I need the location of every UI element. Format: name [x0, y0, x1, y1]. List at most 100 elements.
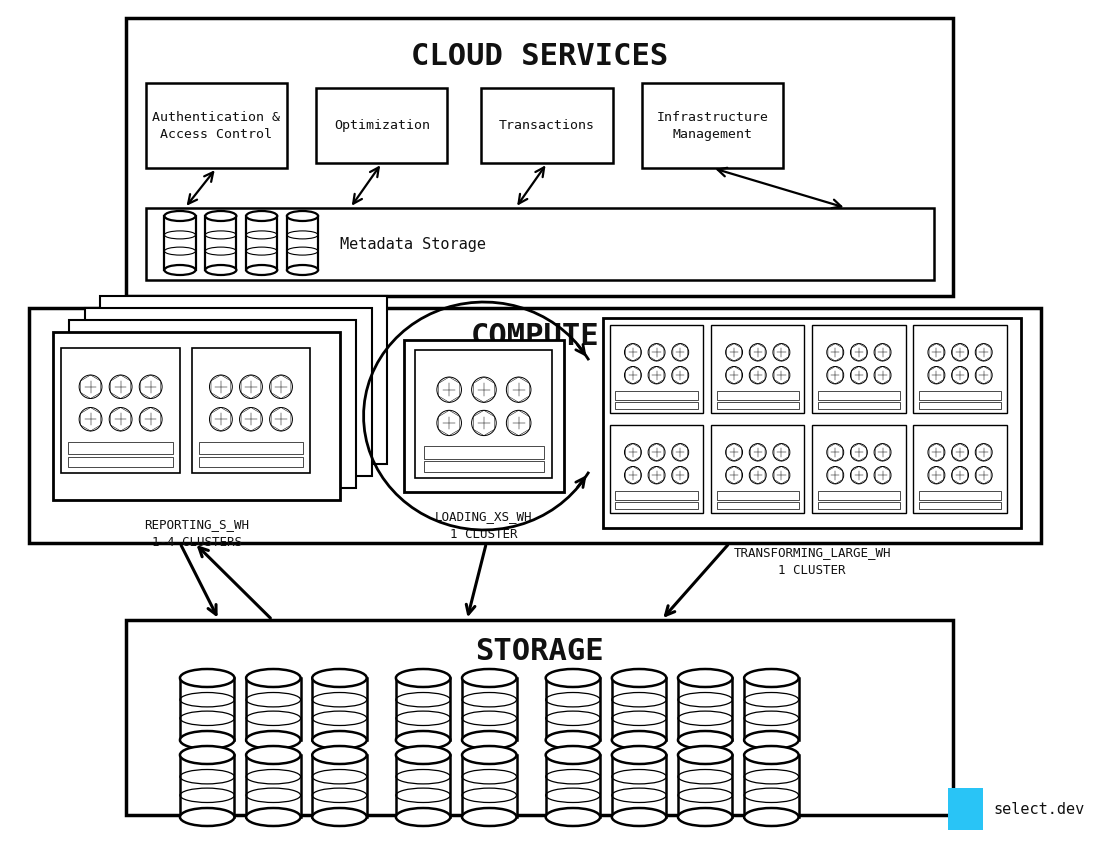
Circle shape: [506, 410, 531, 436]
Circle shape: [109, 408, 132, 431]
Circle shape: [773, 367, 790, 383]
Circle shape: [726, 467, 742, 484]
Circle shape: [827, 443, 844, 461]
Circle shape: [976, 344, 992, 361]
FancyBboxPatch shape: [316, 88, 448, 163]
FancyBboxPatch shape: [817, 491, 900, 500]
Polygon shape: [546, 755, 601, 817]
Ellipse shape: [612, 808, 667, 826]
Ellipse shape: [462, 731, 517, 749]
Polygon shape: [180, 678, 234, 740]
Circle shape: [672, 443, 689, 461]
FancyBboxPatch shape: [424, 462, 544, 472]
Ellipse shape: [246, 808, 300, 826]
Circle shape: [240, 375, 263, 399]
FancyBboxPatch shape: [199, 457, 304, 467]
Polygon shape: [246, 678, 300, 740]
FancyBboxPatch shape: [146, 208, 934, 280]
Circle shape: [928, 367, 945, 383]
FancyBboxPatch shape: [30, 308, 1041, 543]
Polygon shape: [744, 678, 799, 740]
FancyBboxPatch shape: [716, 501, 799, 509]
Polygon shape: [678, 678, 733, 740]
FancyBboxPatch shape: [609, 425, 703, 513]
Polygon shape: [246, 755, 300, 817]
Circle shape: [874, 443, 891, 461]
Ellipse shape: [246, 731, 300, 749]
Circle shape: [726, 443, 742, 461]
Circle shape: [270, 408, 293, 431]
Ellipse shape: [744, 669, 799, 687]
Text: Authentication &
Access Control: Authentication & Access Control: [153, 110, 280, 140]
Polygon shape: [287, 216, 318, 270]
Polygon shape: [462, 678, 517, 740]
FancyBboxPatch shape: [812, 325, 905, 413]
FancyBboxPatch shape: [54, 332, 340, 500]
Circle shape: [437, 410, 462, 436]
Circle shape: [952, 344, 968, 361]
FancyBboxPatch shape: [913, 425, 1007, 513]
Circle shape: [952, 467, 968, 484]
Text: LOADING_XS_WH
1 CLUSTER: LOADING_XS_WH 1 CLUSTER: [436, 510, 532, 541]
Text: Metadata Storage: Metadata Storage: [340, 236, 486, 251]
Polygon shape: [164, 216, 196, 270]
FancyBboxPatch shape: [711, 425, 804, 513]
FancyBboxPatch shape: [812, 425, 905, 513]
Polygon shape: [612, 755, 667, 817]
Ellipse shape: [396, 731, 450, 749]
Circle shape: [270, 375, 293, 399]
FancyBboxPatch shape: [100, 296, 387, 464]
Ellipse shape: [678, 669, 733, 687]
FancyBboxPatch shape: [404, 340, 564, 492]
Text: REPORTING_S_WH
1-4 CLUSTERS: REPORTING_S_WH 1-4 CLUSTERS: [144, 518, 250, 549]
Circle shape: [79, 408, 102, 431]
FancyBboxPatch shape: [69, 320, 356, 488]
Ellipse shape: [180, 731, 234, 749]
Ellipse shape: [206, 211, 236, 221]
Ellipse shape: [246, 211, 277, 221]
Circle shape: [648, 443, 666, 461]
FancyBboxPatch shape: [126, 620, 954, 815]
FancyBboxPatch shape: [918, 501, 1001, 509]
Circle shape: [749, 344, 767, 361]
FancyBboxPatch shape: [62, 348, 180, 473]
FancyBboxPatch shape: [716, 491, 799, 500]
Circle shape: [749, 367, 767, 383]
Polygon shape: [612, 678, 667, 740]
Ellipse shape: [180, 808, 234, 826]
Circle shape: [874, 367, 891, 383]
FancyBboxPatch shape: [126, 18, 954, 296]
Circle shape: [648, 367, 666, 383]
Ellipse shape: [206, 265, 236, 275]
Circle shape: [472, 377, 496, 402]
FancyBboxPatch shape: [711, 325, 804, 413]
Circle shape: [209, 375, 232, 399]
Circle shape: [928, 467, 945, 484]
Ellipse shape: [312, 731, 366, 749]
Text: CLOUD SERVICES: CLOUD SERVICES: [411, 41, 669, 71]
Circle shape: [928, 443, 945, 461]
Ellipse shape: [287, 265, 318, 275]
Ellipse shape: [612, 746, 667, 764]
FancyBboxPatch shape: [948, 788, 983, 830]
FancyBboxPatch shape: [913, 325, 1007, 413]
FancyBboxPatch shape: [616, 501, 697, 509]
Ellipse shape: [246, 669, 300, 687]
Circle shape: [79, 375, 102, 399]
Circle shape: [773, 344, 790, 361]
Circle shape: [827, 344, 844, 361]
FancyBboxPatch shape: [918, 401, 1001, 409]
Ellipse shape: [164, 211, 196, 221]
FancyBboxPatch shape: [616, 391, 697, 399]
FancyBboxPatch shape: [85, 308, 372, 476]
Ellipse shape: [744, 746, 799, 764]
Ellipse shape: [678, 808, 733, 826]
Ellipse shape: [612, 731, 667, 749]
Circle shape: [506, 377, 531, 402]
Circle shape: [240, 408, 263, 431]
Polygon shape: [312, 755, 366, 817]
Ellipse shape: [396, 808, 450, 826]
FancyBboxPatch shape: [609, 325, 703, 413]
Circle shape: [773, 443, 790, 461]
FancyBboxPatch shape: [817, 391, 900, 399]
